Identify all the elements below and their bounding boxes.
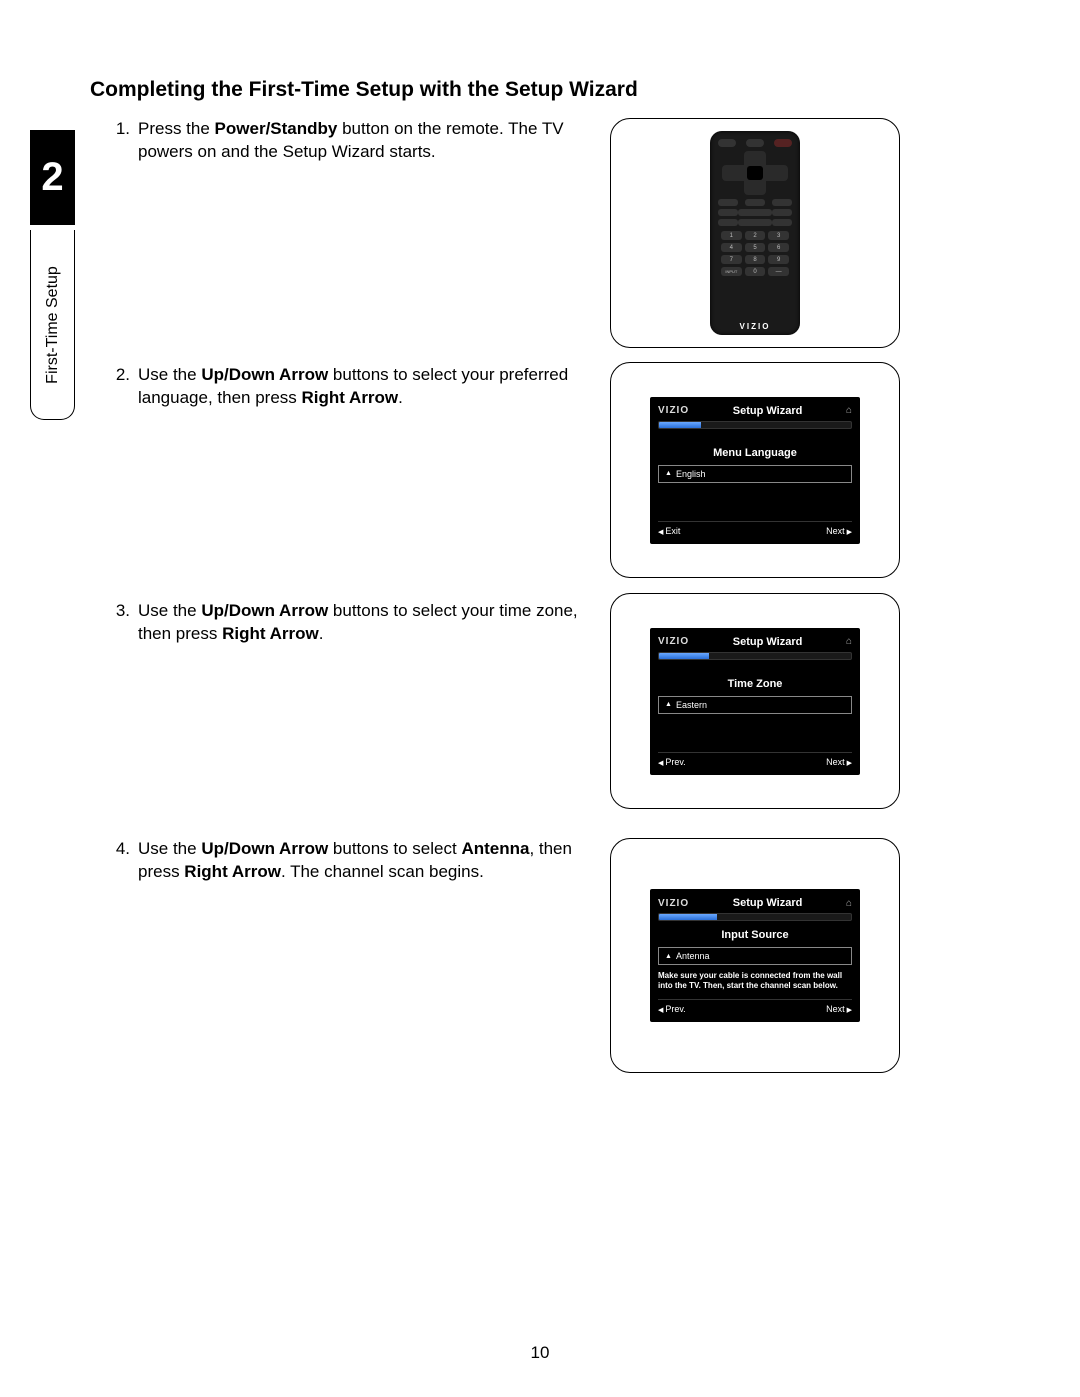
- remote-button: [718, 139, 736, 147]
- field-value: ▲English: [658, 465, 852, 483]
- step-3: 3. Use the Up/Down Arrow buttons to sele…: [110, 600, 590, 838]
- num-7: 7: [721, 255, 742, 264]
- remote-button: [772, 209, 792, 216]
- tv-footer: Prev. Next: [658, 752, 852, 767]
- manual-page: 2 First-Time Setup Completing the First-…: [0, 0, 1080, 1397]
- up-triangle-icon: ▲: [665, 953, 672, 960]
- progress-fill: [659, 422, 701, 428]
- page-number: 10: [0, 1343, 1080, 1363]
- remote-top-row: [718, 139, 792, 147]
- num-0: 0: [745, 267, 766, 276]
- footer-right: Next: [826, 757, 852, 767]
- tv-header: VIZIO Setup Wizard ⌂: [658, 897, 852, 909]
- remote-button: [772, 219, 792, 226]
- remote-button: [746, 139, 764, 147]
- tv-header: VIZIO Setup Wizard ⌂: [658, 405, 852, 417]
- tv-footer: Exit Next: [658, 521, 852, 536]
- tv-screen: VIZIO Setup Wizard ⌂ Input Source ▲Anten…: [650, 889, 860, 1022]
- dash-button: —: [768, 267, 789, 276]
- footer-left: Prev.: [658, 1004, 686, 1014]
- input-button: INPUT: [721, 267, 742, 276]
- tv-brand: VIZIO: [658, 636, 689, 647]
- step-1: 1. Press the Power/Standby button on the…: [110, 118, 590, 364]
- remote-row: [718, 199, 792, 206]
- remote-row: [718, 219, 792, 226]
- steps-column: 1. Press the Power/Standby button on the…: [110, 118, 590, 884]
- figure-input-source-screen: VIZIO Setup Wizard ⌂ Input Source ▲Anten…: [610, 838, 900, 1073]
- section-title: Menu Language: [658, 447, 852, 459]
- remote-numpad: 1 2 3 4 5 6 7 8 9 INPUT 0 —: [721, 231, 789, 276]
- tv-title: Setup Wizard: [733, 897, 803, 909]
- footer-left: Exit: [658, 526, 680, 536]
- figure-language-screen: VIZIO Setup Wizard ⌂ Menu Language ▲Engl…: [610, 362, 900, 578]
- figure-timezone-screen: VIZIO Setup Wizard ⌂ Time Zone ▲Eastern …: [610, 593, 900, 809]
- home-icon: ⌂: [846, 636, 852, 647]
- tv-footer: Prev. Next: [658, 999, 852, 1014]
- home-icon: ⌂: [846, 898, 852, 909]
- tv-title: Setup Wizard: [733, 405, 803, 417]
- step-text: Use the Up/Down Arrow buttons to select …: [138, 838, 590, 884]
- tv-screen: VIZIO Setup Wizard ⌂ Menu Language ▲Engl…: [650, 397, 860, 544]
- num-4: 4: [721, 243, 742, 252]
- figure-remote: 1 2 3 4 5 6 7 8 9 INPUT 0 — VIZIO: [610, 118, 900, 348]
- remote-brand: VIZIO: [740, 322, 771, 331]
- num-3: 3: [768, 231, 789, 240]
- num-6: 6: [768, 243, 789, 252]
- step-text: Use the Up/Down Arrow buttons to select …: [138, 600, 590, 838]
- power-button: [774, 139, 792, 147]
- chapter-label: First-Time Setup: [44, 266, 62, 384]
- tv-brand: VIZIO: [658, 405, 689, 416]
- num-5: 5: [745, 243, 766, 252]
- step-text: Press the Power/Standby button on the re…: [138, 118, 590, 364]
- footer-right: Next: [826, 1004, 852, 1014]
- step-4: 4. Use the Up/Down Arrow buttons to sele…: [110, 838, 590, 884]
- footer-left: Prev.: [658, 757, 686, 767]
- num-1: 1: [721, 231, 742, 240]
- chapter-number: 2: [41, 155, 63, 200]
- up-triangle-icon: ▲: [665, 470, 672, 477]
- step-2: 2. Use the Up/Down Arrow buttons to sele…: [110, 364, 590, 600]
- section-title: Input Source: [658, 929, 852, 941]
- remote-button: [772, 199, 792, 206]
- remote-button: [718, 209, 738, 216]
- progress-fill: [659, 914, 717, 920]
- up-triangle-icon: ▲: [665, 701, 672, 708]
- field-value: ▲Eastern: [658, 696, 852, 714]
- num-2: 2: [745, 231, 766, 240]
- tv-header: VIZIO Setup Wizard ⌂: [658, 636, 852, 648]
- remote-control: 1 2 3 4 5 6 7 8 9 INPUT 0 — VIZIO: [710, 131, 800, 335]
- step-number: 4.: [110, 838, 138, 884]
- ok-button: [747, 166, 763, 180]
- section-title: Time Zone: [658, 678, 852, 690]
- instruction-note: Make sure your cable is connected from t…: [658, 971, 852, 991]
- remote-button: [718, 199, 738, 206]
- progress-bar: [658, 652, 852, 660]
- remote-button: [738, 209, 772, 216]
- remote-button: [738, 219, 772, 226]
- remote-button: [718, 219, 738, 226]
- step-text: Use the Up/Down Arrow buttons to select …: [138, 364, 590, 600]
- dpad: [722, 151, 788, 195]
- field-value: ▲Antenna: [658, 947, 852, 965]
- home-icon: ⌂: [846, 405, 852, 416]
- chapter-tab: 2: [30, 130, 75, 225]
- remote-button: [745, 199, 765, 206]
- step-number: 1.: [110, 118, 138, 364]
- progress-fill: [659, 653, 709, 659]
- tv-brand: VIZIO: [658, 898, 689, 909]
- remote-row: [718, 209, 792, 216]
- step-number: 2.: [110, 364, 138, 600]
- tv-title: Setup Wizard: [733, 636, 803, 648]
- page-heading: Completing the First-Time Setup with the…: [90, 78, 638, 102]
- footer-right: Next: [826, 526, 852, 536]
- num-8: 8: [745, 255, 766, 264]
- tv-screen: VIZIO Setup Wizard ⌂ Time Zone ▲Eastern …: [650, 628, 860, 775]
- chapter-label-wrap: First-Time Setup: [30, 230, 75, 420]
- progress-bar: [658, 913, 852, 921]
- step-number: 3.: [110, 600, 138, 838]
- num-9: 9: [768, 255, 789, 264]
- progress-bar: [658, 421, 852, 429]
